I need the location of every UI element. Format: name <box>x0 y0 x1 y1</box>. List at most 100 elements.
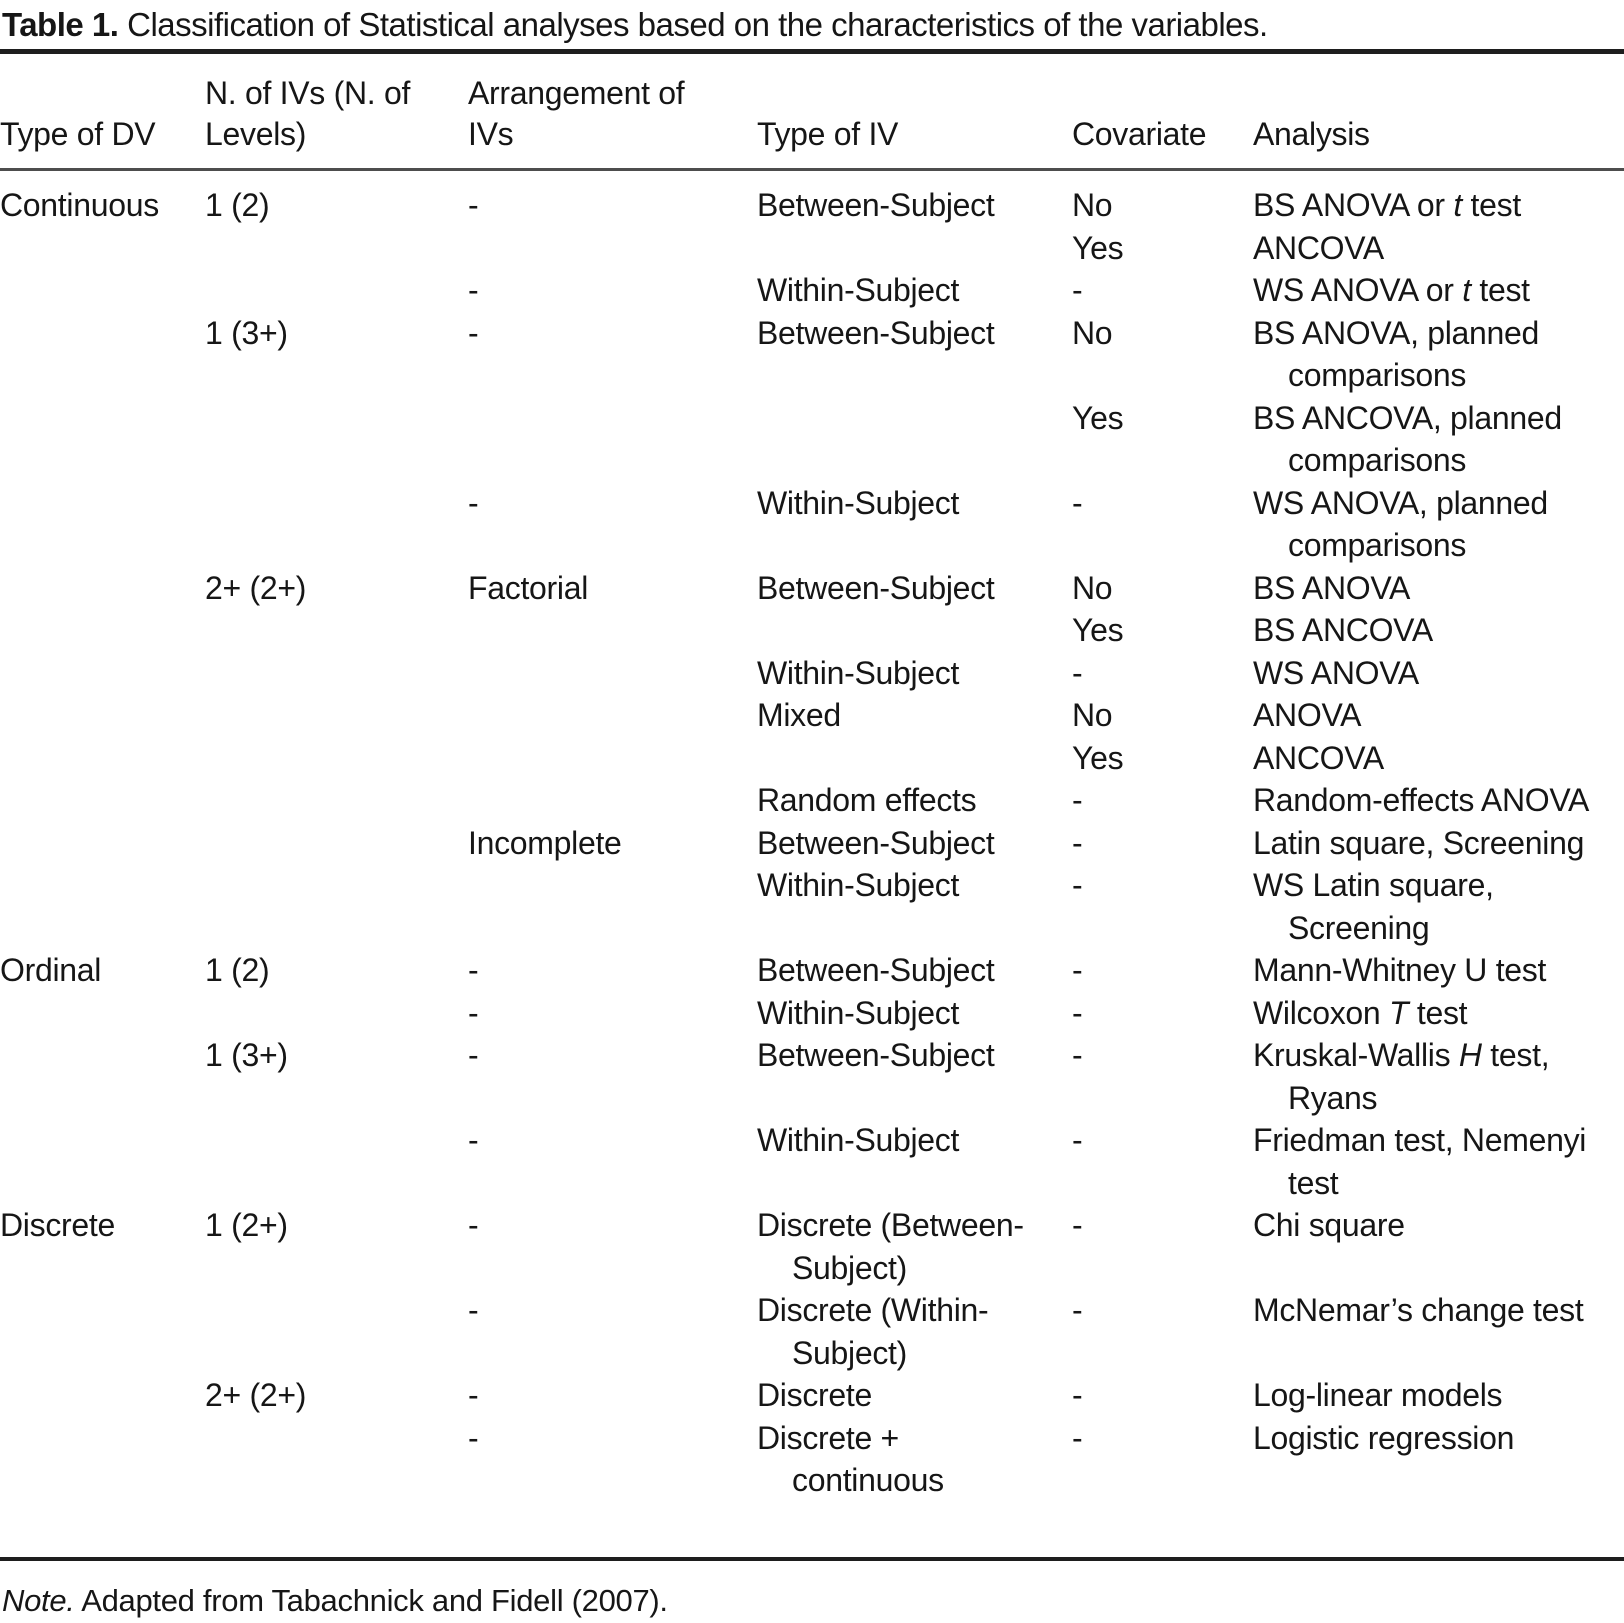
cell-covariate: No <box>1072 569 1113 606</box>
cell-type-of-dv <box>0 1374 205 1417</box>
cell-n-of-ivs <box>205 227 468 270</box>
cell-covariate: - <box>1072 1419 1083 1456</box>
column-header-covariate: Covariate <box>1072 116 1207 152</box>
cell-arrangement <box>468 779 757 822</box>
table-header-row: Type of DV N. of IVs (N. of Levels) Arra… <box>0 54 1624 171</box>
cell-type-of-iv <box>757 227 1072 270</box>
cell-type-of-iv: Mixed <box>757 697 841 733</box>
table-row: Continuous 1 (2) - Between-Subject No BS… <box>0 184 1624 227</box>
cell-analysis: WS ANOVA, planned comparisons <box>1253 484 1548 564</box>
cell-n-of-ivs: 2+ (2+) <box>205 569 307 606</box>
cell-analysis: BS ANOVA or t test <box>1253 187 1521 223</box>
cell-arrangement <box>468 227 757 270</box>
cell-type-of-dv: Ordinal <box>0 952 102 988</box>
cell-type-of-iv: Within-Subject <box>757 484 960 521</box>
cell-arrangement: - <box>468 314 479 351</box>
cell-arrangement <box>468 609 757 652</box>
cell-analysis: BS ANOVA, planned comparisons <box>1253 314 1540 394</box>
cell-type-of-iv: Between-Subject <box>757 952 995 988</box>
table-caption: Classification of Statistical analyses b… <box>127 6 1268 43</box>
cell-covariate: - <box>1072 272 1083 308</box>
cell-type-of-dv <box>0 482 205 567</box>
cell-covariate: Yes <box>1072 229 1124 266</box>
cell-type-of-iv: Discrete (Within- Subject) <box>757 1292 989 1371</box>
cell-n-of-ivs <box>205 1289 468 1374</box>
table-title: Table 1. Classification of Statistical a… <box>0 0 1624 45</box>
cell-n-of-ivs <box>205 694 468 737</box>
cell-analysis: BS ANCOVA, planned comparisons <box>1253 399 1562 479</box>
cell-type-of-dv <box>0 312 205 397</box>
table-row: Mixed No ANOVA <box>0 694 1624 737</box>
cell-arrangement <box>468 652 757 695</box>
cell-arrangement: - <box>468 1207 479 1243</box>
cell-type-of-dv <box>0 1119 205 1204</box>
cell-covariate: - <box>1072 1122 1083 1158</box>
cell-covariate: - <box>1072 1037 1083 1073</box>
table-row: - Within-Subject - Wilcoxon T test <box>0 992 1624 1035</box>
cell-arrangement: Factorial <box>468 569 589 606</box>
cell-type-of-dv: Continuous <box>0 187 159 223</box>
cell-type-of-dv <box>0 992 205 1035</box>
cell-covariate: Yes <box>1072 739 1124 776</box>
column-header-type-of-iv: Type of IV <box>757 116 899 152</box>
cell-analysis: Random-effects ANOVA <box>1253 782 1590 818</box>
cell-type-of-iv: Within-Subject <box>757 654 960 691</box>
table-body: Continuous 1 (2) - Between-Subject No BS… <box>0 171 1624 1557</box>
table-row: - Discrete + continuous - Logistic regre… <box>0 1417 1624 1502</box>
cell-covariate: No <box>1072 187 1113 223</box>
cell-analysis: WS ANOVA or t test <box>1253 272 1530 308</box>
table-row: Yes ANCOVA <box>0 227 1624 270</box>
cell-type-of-dv <box>0 227 205 270</box>
cell-analysis: BS ANCOVA <box>1253 612 1433 648</box>
cell-covariate: - <box>1072 824 1083 861</box>
cell-arrangement: - <box>468 1419 479 1456</box>
table-row: Within-Subject - WS ANOVA <box>0 652 1624 695</box>
table-note: Note. Adapted from Tabachnick and Fidell… <box>0 1583 1624 1619</box>
cell-arrangement <box>468 397 757 482</box>
cell-covariate: Yes <box>1072 399 1124 436</box>
cell-analysis: Wilcoxon T test <box>1253 994 1468 1031</box>
cell-type-of-iv <box>757 397 1072 482</box>
cell-type-of-iv: Discrete (Between- Subject) <box>757 1207 1024 1286</box>
cell-covariate: - <box>1072 1292 1083 1328</box>
table-row: Yes BS ANCOVA <box>0 609 1624 652</box>
table-row: 1 (3+) - Between-Subject - Kruskal-Walli… <box>0 1034 1624 1119</box>
table-row: Yes ANCOVA <box>0 737 1624 780</box>
cell-analysis: McNemar’s change test <box>1253 1292 1584 1328</box>
cell-arrangement: - <box>468 1122 479 1158</box>
cell-covariate: No <box>1072 314 1113 351</box>
column-header-analysis: Analysis <box>1253 116 1370 152</box>
cell-n-of-ivs <box>205 737 468 780</box>
cell-type-of-dv <box>0 397 205 482</box>
cell-type-of-iv: Between-Subject <box>757 824 995 861</box>
cell-type-of-dv <box>0 567 205 610</box>
note-text: Adapted from Tabachnick and Fidell (2007… <box>81 1582 668 1618</box>
cell-type-of-iv: Random effects <box>757 782 977 818</box>
table-row: Within-Subject - WS Latin square, Screen… <box>0 864 1624 949</box>
cell-n-of-ivs <box>205 609 468 652</box>
cell-type-of-dv <box>0 609 205 652</box>
cell-analysis: Friedman test, Nemenyi test <box>1253 1122 1587 1201</box>
cell-n-of-ivs: 2+ (2+) <box>205 1377 307 1413</box>
cell-n-of-ivs: 1 (3+) <box>205 1037 288 1073</box>
cell-covariate: - <box>1072 654 1083 691</box>
cell-arrangement: - <box>468 952 479 988</box>
cell-arrangement: - <box>468 1037 479 1073</box>
cell-analysis: ANCOVA <box>1253 739 1384 776</box>
column-header-arrangement: Arrangement of IVs <box>468 75 685 152</box>
cell-type-of-iv: Discrete + continuous <box>757 1419 944 1499</box>
cell-n-of-ivs: 1 (2) <box>205 952 270 988</box>
cell-n-of-ivs: 1 (2+) <box>205 1207 288 1243</box>
cell-type-of-iv <box>757 609 1072 652</box>
cell-analysis: Logistic regression <box>1253 1419 1515 1456</box>
cell-covariate: Yes <box>1072 612 1124 648</box>
cell-analysis: ANOVA <box>1253 697 1362 733</box>
table-row: Yes BS ANCOVA, planned comparisons <box>0 397 1624 482</box>
cell-analysis: WS Latin square, Screening <box>1253 867 1494 946</box>
cell-n-of-ivs <box>205 864 468 949</box>
cell-analysis: Mann-Whitney U test <box>1253 952 1547 988</box>
cell-type-of-dv <box>0 652 205 695</box>
cell-analysis: BS ANOVA <box>1253 569 1411 606</box>
cell-n-of-ivs <box>205 779 468 822</box>
cell-n-of-ivs <box>205 269 468 312</box>
